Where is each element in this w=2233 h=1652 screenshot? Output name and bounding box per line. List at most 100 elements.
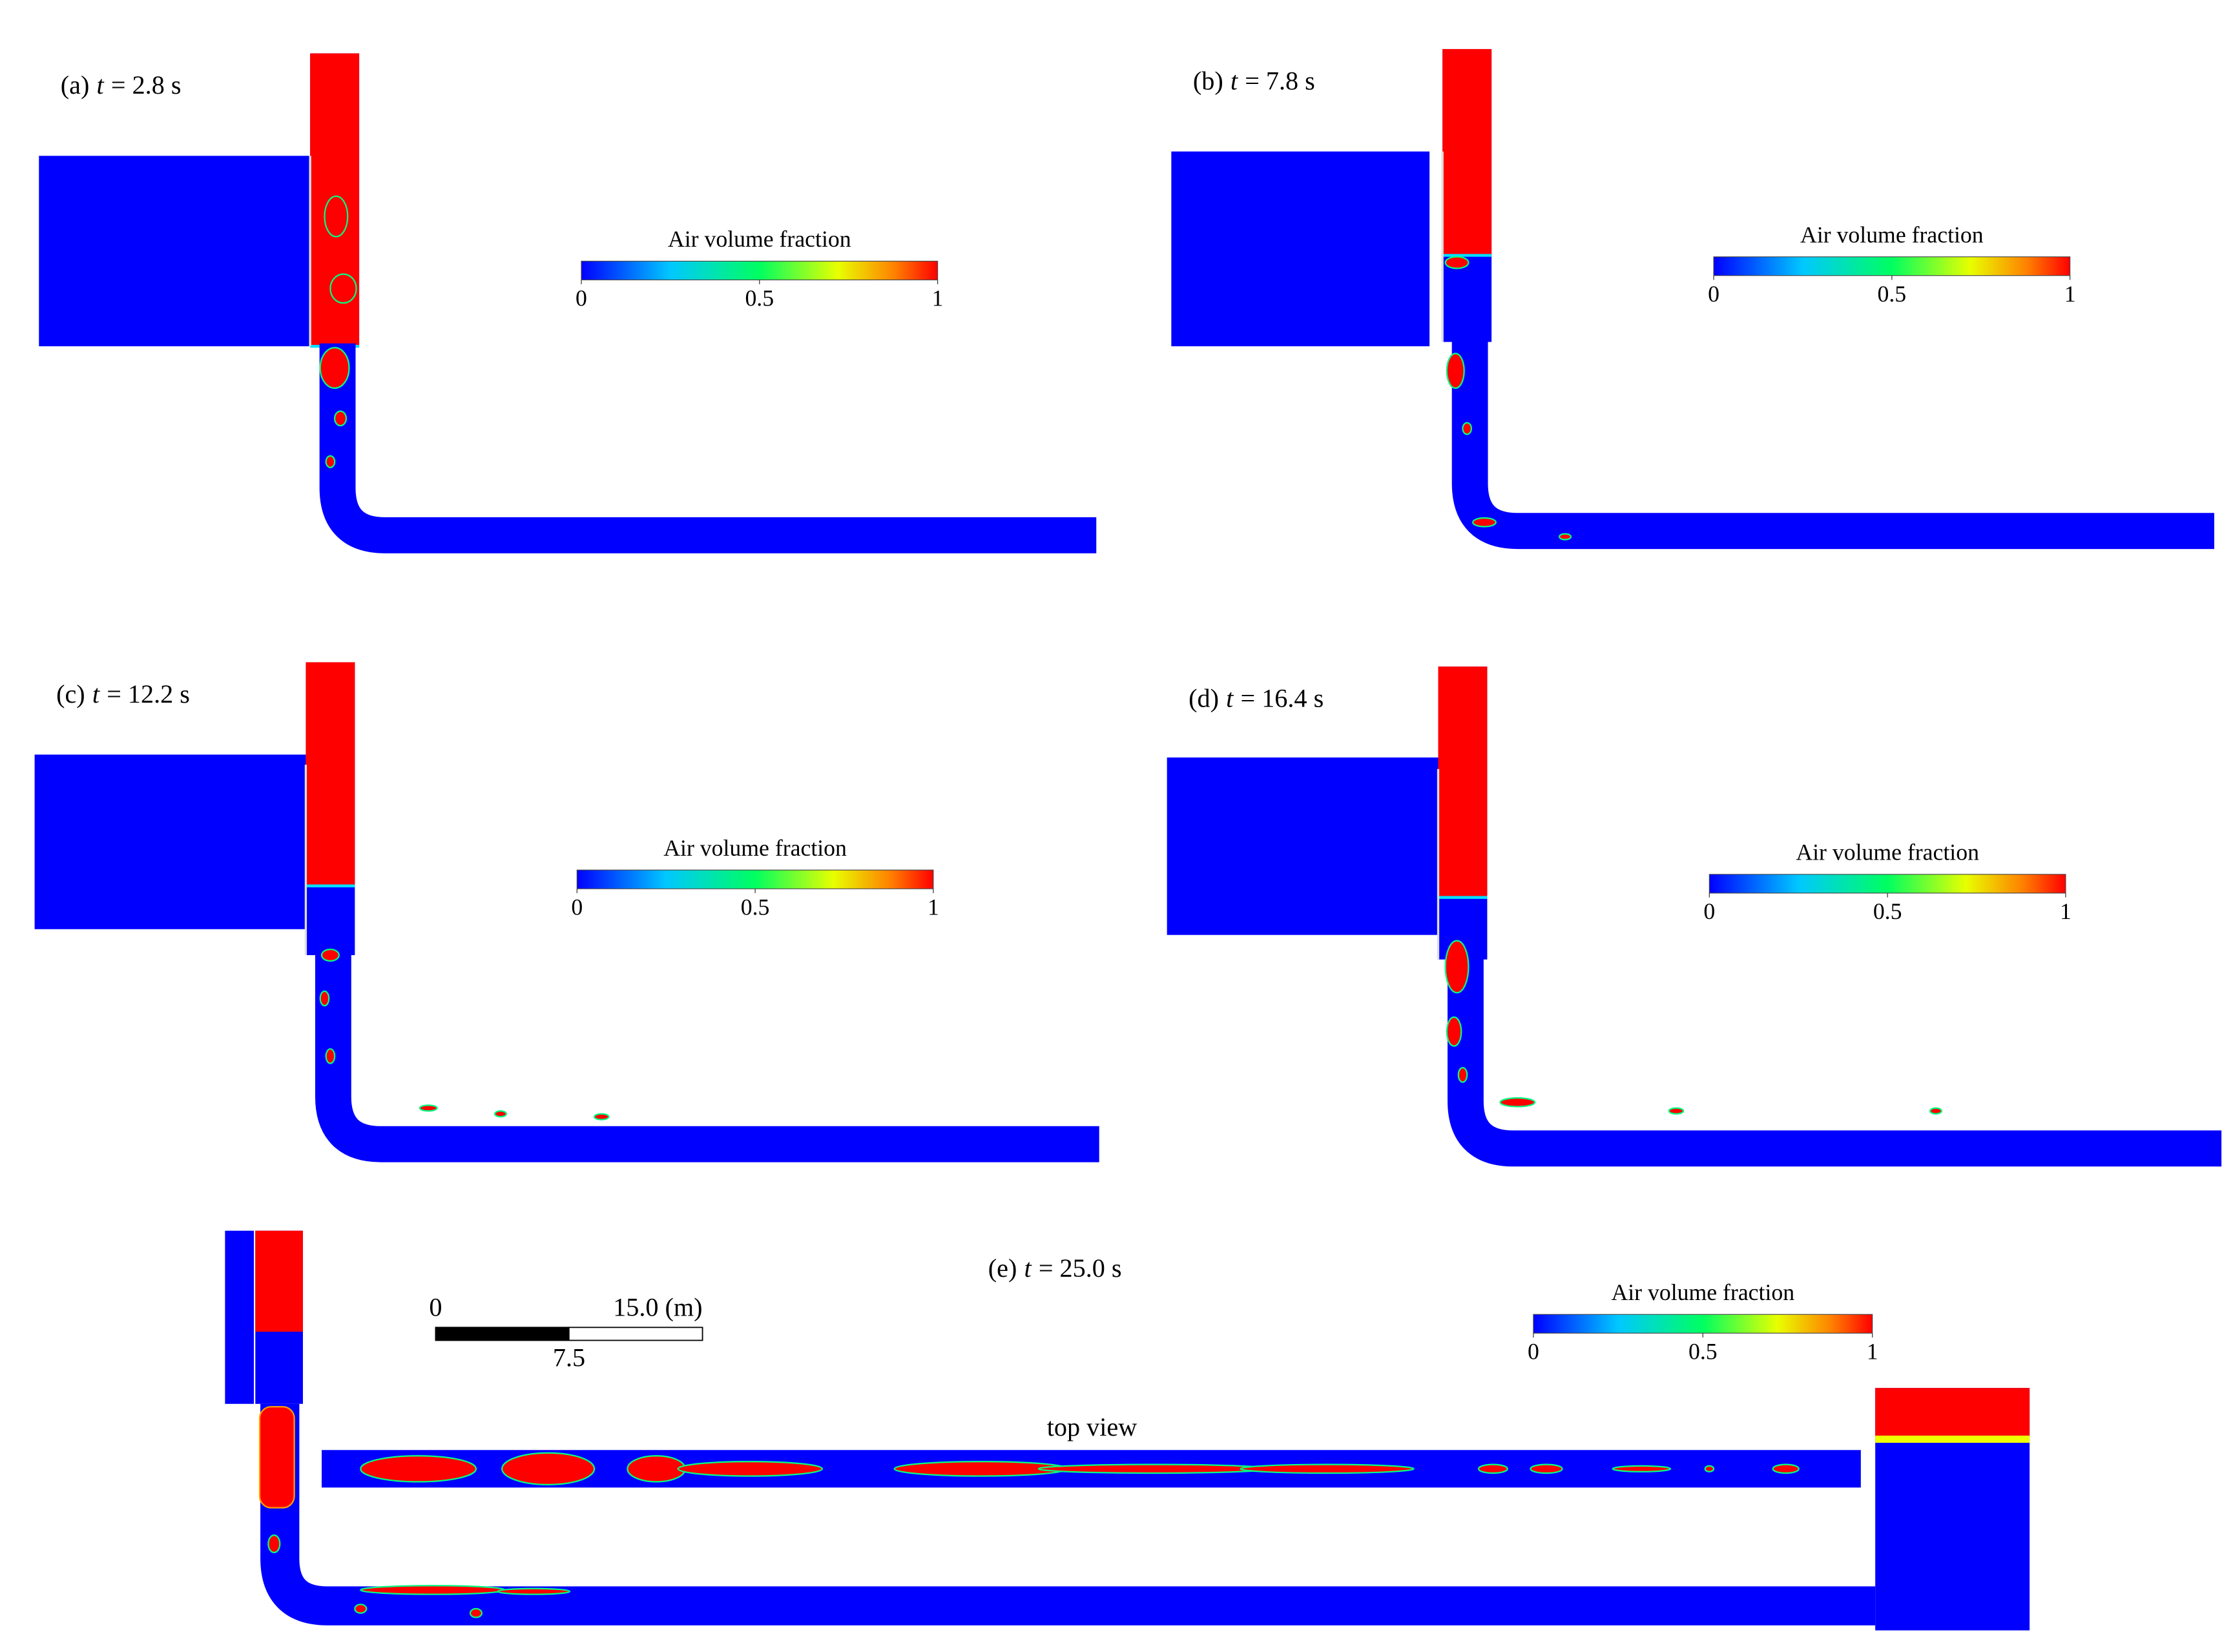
air-pocket [1499,1097,1536,1108]
air-pocket [360,1585,506,1595]
colorbar [1709,874,2066,894]
tank [225,1230,254,1404]
colorbar-tick-label: 0 [1703,898,1715,924]
air-pocket [319,347,350,389]
outlet-interface [1875,1435,2030,1443]
scale-bar-black [435,1327,569,1341]
air-pocket [1240,1463,1415,1474]
pipe [1448,956,2222,1167]
scale-bar-label: 7.5 [553,1343,585,1372]
air-pocket [319,990,330,1007]
colorbar-tick-label: 0.5 [1878,281,1907,307]
panel: (b) t = 7.8 s Air volume fraction 0 0.5 1 [1171,48,2214,550]
colorbar-tick-label: 0 [571,894,583,920]
colorbar-title: Air volume fraction [663,835,847,861]
air-pocket [329,273,357,304]
colorbar [576,869,934,889]
air-pocket [1530,1463,1563,1474]
air-pocket [325,455,336,468]
air-pocket [1444,940,1470,994]
scale-bar-label: 0 [429,1292,442,1321]
tank [34,754,306,929]
panel-tag: (b) [1193,67,1223,96]
panel-label: (a) t = 2.8 s [61,70,182,99]
panel-time: = 25.0 s [1039,1254,1122,1283]
colorbar-group: Air volume fraction 0 0.5 1 [576,226,943,311]
view-label: top view [1047,1412,1137,1441]
outlet-air [1875,1388,2030,1436]
air-pocket [1446,1016,1462,1047]
colorbar [581,260,939,280]
air-pocket [267,1534,281,1554]
air-pocket [1558,533,1572,541]
panel-symbol: t [1024,1254,1032,1283]
air-pocket [325,1048,336,1064]
tank [1171,151,1430,347]
air-pocket [1037,1463,1271,1474]
pipe [319,343,1097,553]
panel-label: (b) t = 7.8 s [1193,67,1315,96]
panel-tag: (d) [1189,684,1219,713]
colorbar-tick-label: 0.5 [1688,1339,1718,1365]
panel: (d) t = 16.4 s Air volume fraction 0 0.5 1 [1167,666,2222,1167]
air-pocket [360,1455,477,1483]
panel-symbol: t [97,70,105,99]
panel-time: = 7.8 s [1245,67,1315,96]
colorbar-tick-label: 0 [1708,281,1719,307]
colorbar-tick-label: 1 [2064,281,2076,307]
air-pocket [1668,1107,1685,1115]
colorbar-group: Air volume fraction 0 0.5 1 [571,835,939,920]
colorbar-title: Air volume fraction [1796,840,1979,865]
panel-symbol: t [1231,67,1238,96]
shaft-air [1442,48,1492,256]
panel-time: = 2.8 s [111,70,182,99]
colorbar-tick-label: 0.5 [741,894,770,920]
colorbar-tick-label: 1 [928,894,939,920]
panel-tag: (e) [988,1254,1017,1283]
colorbar-tick-label: 0 [1528,1339,1539,1365]
panel: (c) t = 12.2 s Air volume fraction 0 0.5 1 [34,662,1099,1162]
colorbar-title: Air volume fraction [1611,1279,1794,1305]
colorbar-tick-label: 0.5 [745,285,774,311]
colorbar-group: Air volume fraction 0 0.5 1 [1708,222,2075,307]
pipe-air [258,1406,295,1509]
colorbar-tick-label: 1 [932,285,944,311]
colorbar-tick-label: 0 [576,285,587,311]
colorbar-tick-label: 1 [2060,898,2072,924]
panel-label: (d) t = 16.4 s [1189,684,1324,713]
tank [1167,757,1447,935]
panel-time: = 12.2 s [107,679,190,708]
air-pocket [1471,517,1497,528]
panel: (e) t = 25.0 s top view Air volume fraction 0… [225,1230,2030,1631]
air-pocket [1444,256,1470,269]
air-pocket [1929,1107,1943,1115]
panel-tag: (a) [61,70,90,99]
colorbar-title: Air volume fraction [1800,222,1984,247]
air-pocket [333,410,348,427]
pipe [1451,339,2214,550]
air-pocket [501,1452,596,1486]
air-pocket [1457,1067,1468,1083]
air-pocket [497,1587,571,1595]
air-pocket [1612,1465,1672,1472]
colorbar-tick-label: 1 [1867,1339,1878,1365]
panel-symbol: t [92,679,100,708]
panel-label: (e) t = 25.0 s [988,1254,1122,1283]
pipe [315,952,1099,1162]
air-pocket [419,1104,438,1112]
panel-tag: (c) [56,679,85,708]
colorbar-title: Air volume fraction [668,226,851,252]
colorbar-group: Air volume fraction 0 0.5 1 [1703,840,2071,925]
air-pocket [627,1455,686,1483]
panel-time: = 16.4 s [1241,684,1324,713]
air-pocket [1704,1465,1715,1472]
air-pocket [324,195,349,238]
air-pocket [493,1110,507,1118]
tank [39,156,311,347]
panel-label: (c) t = 12.2 s [56,679,190,708]
colorbar-tick-label: 0.5 [1873,898,1902,924]
colorbar [1713,256,2071,276]
air-pocket [1462,422,1472,435]
air-pocket [354,1604,368,1614]
pipe [260,1403,1876,1626]
